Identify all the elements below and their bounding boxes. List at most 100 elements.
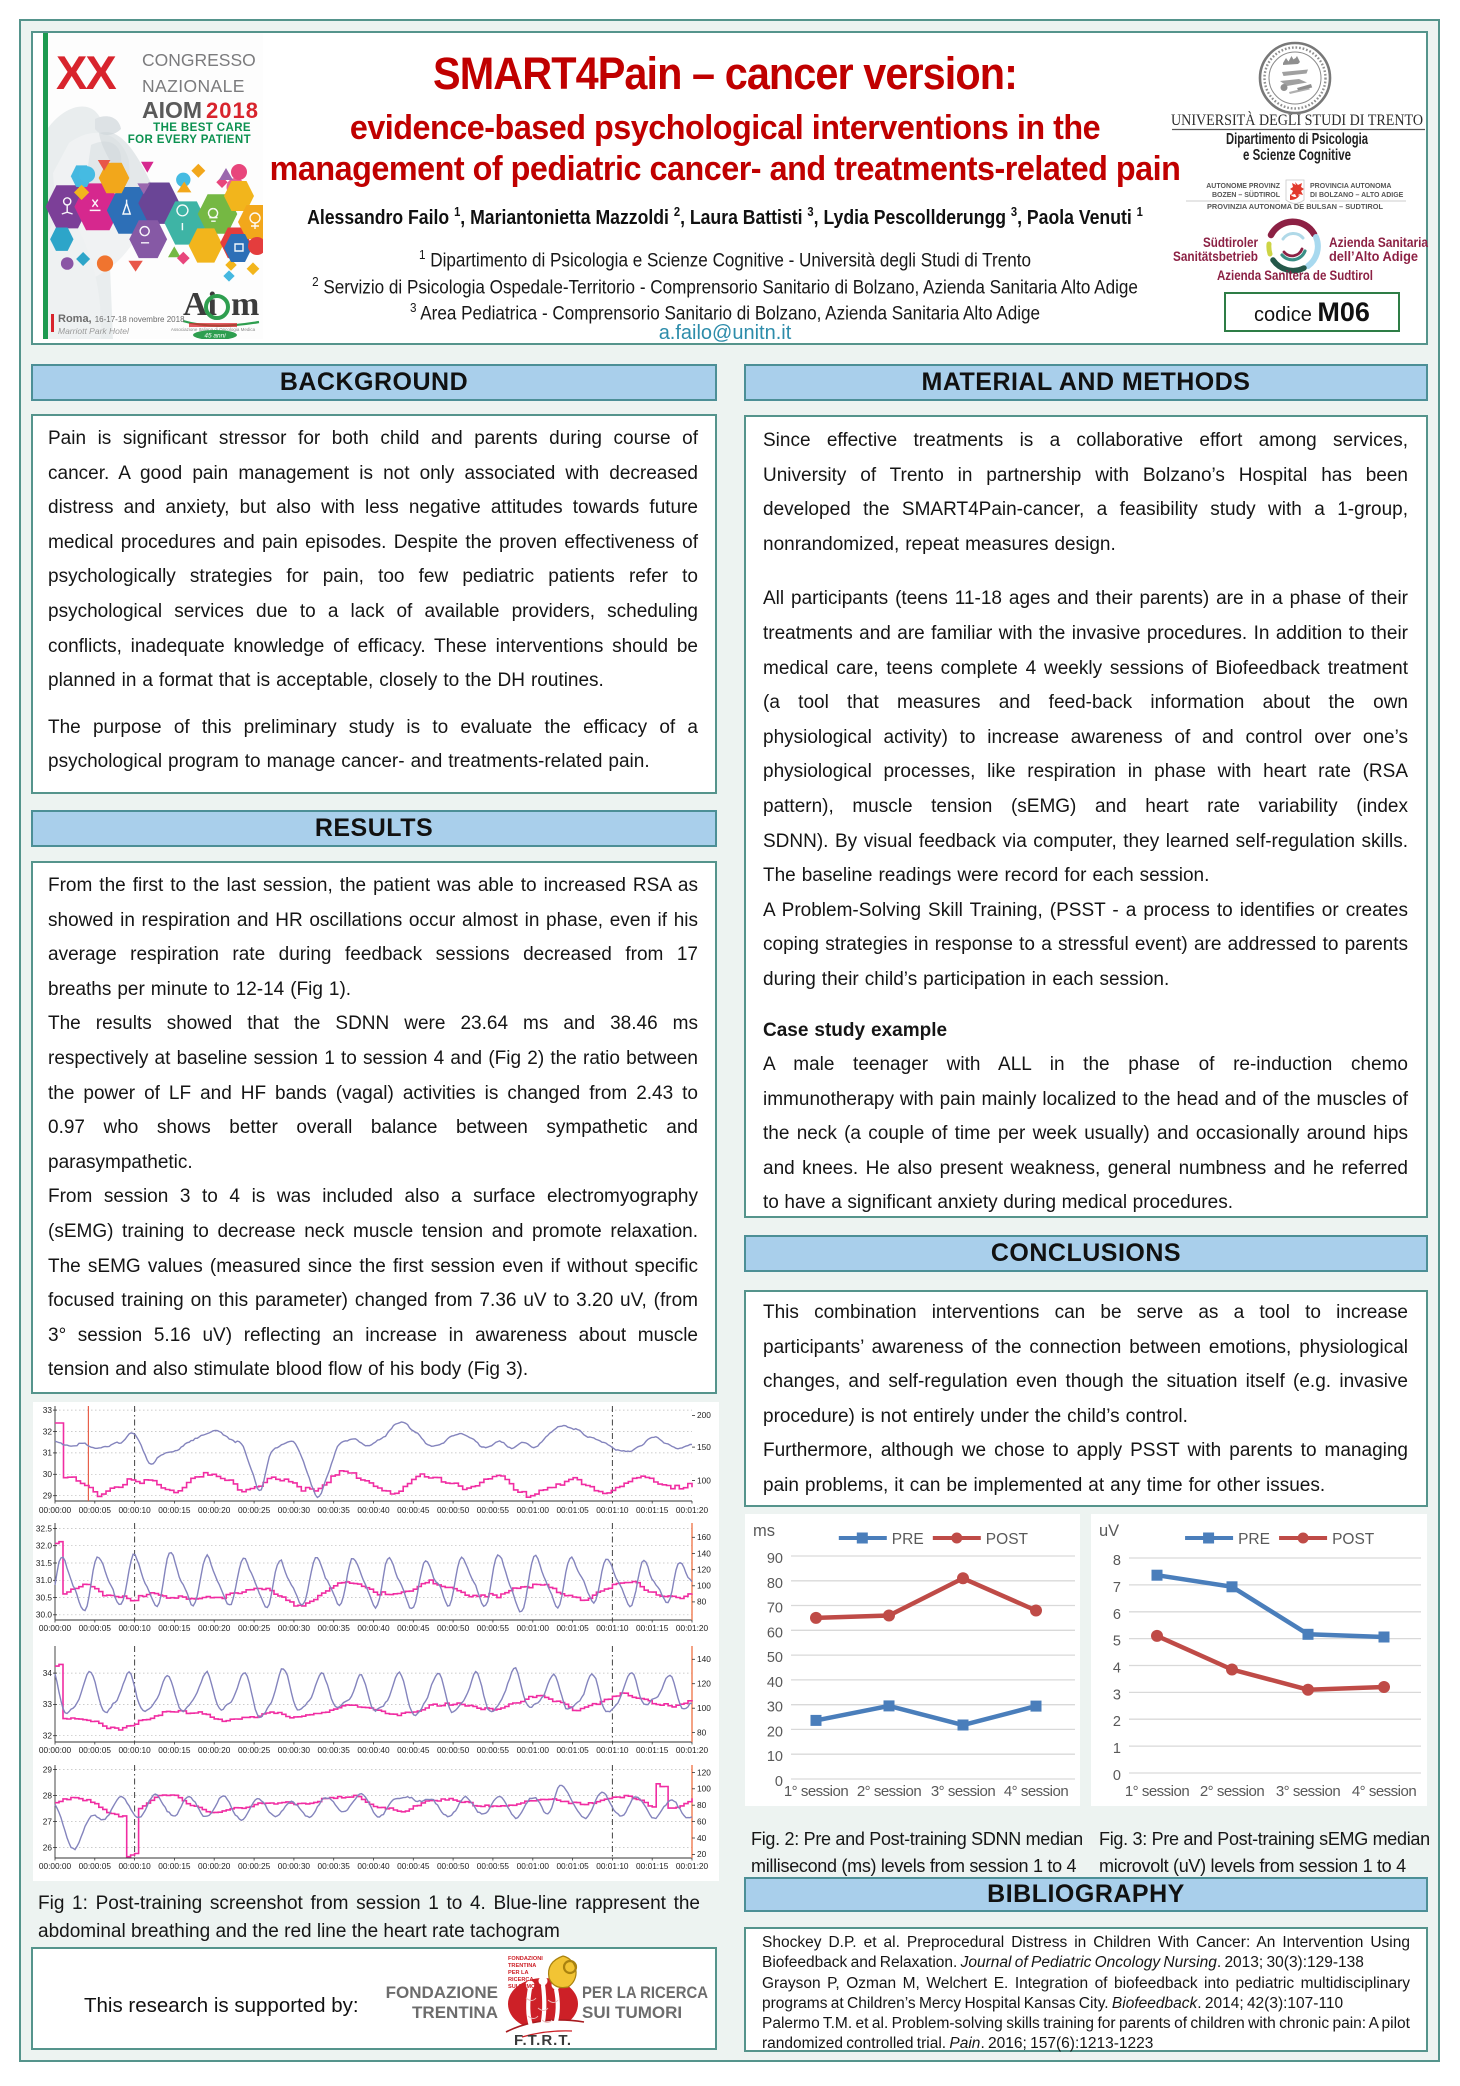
svg-text:00:00:00: 00:00:00 (39, 1861, 72, 1871)
svg-text:29: 29 (43, 1491, 53, 1501)
svg-text:4: 4 (1113, 1661, 1121, 1677)
svg-text:00:01:05: 00:01:05 (556, 1623, 589, 1633)
svg-text:00:00:50: 00:00:50 (437, 1505, 470, 1515)
svg-text:1° session: 1° session (784, 1783, 849, 1800)
svg-text:0: 0 (1113, 1768, 1121, 1784)
svg-text:AIOM: AIOM (142, 97, 202, 123)
svg-text:00:01:10: 00:01:10 (596, 1745, 629, 1755)
svg-text:50: 50 (767, 1650, 783, 1666)
svg-text:90: 90 (767, 1551, 783, 1567)
svg-text:26: 26 (43, 1842, 53, 1852)
svg-text:00:00:45: 00:00:45 (397, 1861, 430, 1871)
svg-text:33: 33 (43, 1405, 53, 1415)
svg-text:AUTONOME PROVINZ: AUTONOME PROVINZ (1206, 183, 1280, 190)
svg-text:3° session: 3° session (931, 1783, 996, 1800)
svg-text:34: 34 (43, 1668, 53, 1678)
svg-text:00:01:15: 00:01:15 (636, 1505, 669, 1515)
svg-text:100: 100 (697, 1475, 711, 1485)
svg-text:TRENTINA: TRENTINA (508, 1963, 536, 1969)
svg-text:80: 80 (767, 1576, 783, 1592)
svg-text:00:00:00: 00:00:00 (39, 1745, 72, 1755)
svg-text:POST: POST (986, 1531, 1029, 1548)
svg-text:00:01:20: 00:01:20 (676, 1623, 709, 1633)
svg-text:FONDAZIONI: FONDAZIONI (508, 1956, 543, 1962)
svg-text:00:01:05: 00:01:05 (556, 1745, 589, 1755)
svg-text:31: 31 (43, 1448, 53, 1458)
svg-text:00:00:00: 00:00:00 (39, 1505, 72, 1515)
svg-text:00:01:20: 00:01:20 (676, 1861, 709, 1871)
svg-text:dell’Alto Adige: dell’Alto Adige (1329, 249, 1418, 264)
svg-text:2° session: 2° session (857, 1783, 922, 1800)
svg-text:00:00:05: 00:00:05 (79, 1745, 112, 1755)
svg-text:POST: POST (1332, 1531, 1375, 1548)
svg-text:200: 200 (697, 1410, 711, 1420)
svg-text:00:01:10: 00:01:10 (596, 1623, 629, 1633)
svg-text:ms: ms (753, 1522, 775, 1540)
svg-text:40: 40 (767, 1675, 783, 1691)
svg-text:00:00:40: 00:00:40 (357, 1861, 390, 1871)
svg-text:FOR EVERY PATIENT: FOR EVERY PATIENT (128, 134, 251, 146)
svg-text:33: 33 (43, 1699, 53, 1709)
svg-text:120: 120 (697, 1679, 711, 1689)
svg-text:31.0: 31.0 (36, 1575, 53, 1585)
svg-text:00:01:05: 00:01:05 (556, 1505, 589, 1515)
svg-text:00:00:40: 00:00:40 (357, 1623, 390, 1633)
svg-text:00:01:20: 00:01:20 (676, 1745, 709, 1755)
svg-text:00:00:35: 00:00:35 (318, 1623, 351, 1633)
svg-text:00:01:10: 00:01:10 (596, 1505, 629, 1515)
svg-text:00:00:30: 00:00:30 (278, 1623, 311, 1633)
svg-text:SUI TUMORI: SUI TUMORI (508, 1984, 541, 1990)
svg-text:BOZEN – SÜDTIROL: BOZEN – SÜDTIROL (1212, 190, 1281, 199)
svg-text:00:00:30: 00:00:30 (278, 1861, 311, 1871)
svg-text:00:01:20: 00:01:20 (676, 1505, 709, 1515)
svg-text:40: 40 (697, 1833, 707, 1843)
svg-text:2: 2 (1113, 1714, 1121, 1730)
svg-text:PROVINCIA AUTONOMA: PROVINCIA AUTONOMA (1310, 183, 1391, 190)
svg-text:20: 20 (767, 1724, 783, 1740)
svg-text:PRE: PRE (1238, 1531, 1270, 1548)
svg-text:Dipartimento di Psicologia: Dipartimento di Psicologia (1226, 131, 1368, 148)
svg-text:160: 160 (697, 1532, 711, 1542)
svg-text:32: 32 (43, 1426, 53, 1436)
svg-text:00:01:15: 00:01:15 (636, 1623, 669, 1633)
svg-text:00:00:35: 00:00:35 (318, 1861, 351, 1871)
svg-text:00:00:40: 00:00:40 (357, 1505, 390, 1515)
svg-text:00:01:10: 00:01:10 (596, 1861, 629, 1871)
svg-text:00:00:45: 00:00:45 (397, 1745, 430, 1755)
svg-text:00:00:40: 00:00:40 (357, 1745, 390, 1755)
svg-text:60: 60 (697, 1816, 707, 1826)
svg-text:XX: XX (56, 46, 116, 99)
svg-text:NAZIONALE: NAZIONALE (142, 76, 245, 96)
svg-text:FONDAZIONE: FONDAZIONE (386, 1983, 498, 2002)
svg-text:Associazione Italiana di Oncol: Associazione Italiana di Oncologia Medic… (171, 327, 256, 332)
svg-text:32.0: 32.0 (36, 1541, 53, 1551)
svg-text:00:00:20: 00:00:20 (198, 1623, 231, 1633)
svg-text:120: 120 (697, 1565, 711, 1575)
svg-text:00:00:20: 00:00:20 (198, 1861, 231, 1871)
svg-text:31.5: 31.5 (36, 1558, 53, 1568)
svg-text:100: 100 (697, 1784, 711, 1794)
svg-text:00:01:00: 00:01:00 (517, 1861, 550, 1871)
svg-text:00:00:10: 00:00:10 (118, 1505, 151, 1515)
svg-text:32: 32 (43, 1731, 53, 1741)
svg-text:10: 10 (767, 1749, 783, 1765)
svg-text:0: 0 (775, 1774, 783, 1790)
svg-text:80: 80 (697, 1597, 707, 1607)
svg-text:THE BEST CARE: THE BEST CARE (153, 122, 251, 134)
svg-text:00:00:55: 00:00:55 (477, 1505, 510, 1515)
svg-text:30.0: 30.0 (36, 1610, 53, 1620)
svg-text:120: 120 (697, 1767, 711, 1777)
svg-text:Marriott Park Hotel: Marriott Park Hotel (58, 326, 130, 336)
svg-text:00:00:25: 00:00:25 (238, 1861, 271, 1871)
svg-text:45 anni: 45 anni (204, 333, 226, 340)
svg-text:30: 30 (767, 1700, 783, 1716)
svg-text:00:01:05: 00:01:05 (556, 1861, 589, 1871)
svg-text:PRE: PRE (892, 1531, 924, 1548)
svg-text:140: 140 (697, 1654, 711, 1664)
svg-text:00:00:10: 00:00:10 (118, 1623, 151, 1633)
svg-text:m: m (231, 286, 259, 323)
svg-text:00:00:45: 00:00:45 (397, 1623, 430, 1633)
svg-text:70: 70 (767, 1601, 783, 1617)
svg-text:00:01:00: 00:01:00 (517, 1505, 550, 1515)
svg-text:00:00:55: 00:00:55 (477, 1861, 510, 1871)
